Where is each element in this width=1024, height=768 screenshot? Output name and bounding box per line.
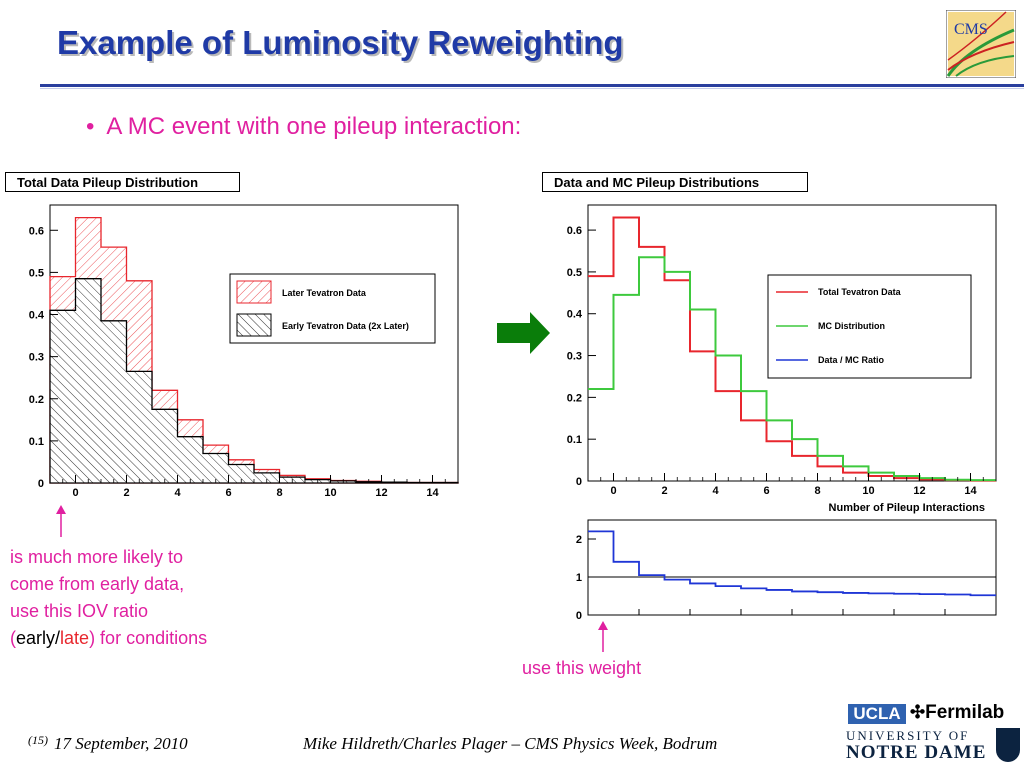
left-axes: 0 0.1 0.2 0.3 0.4 0.5 0.6 0 2 4 6 8 10 12 14 bbox=[29, 225, 459, 499]
left-annotation: is much more likely to come from early d… bbox=[10, 544, 207, 652]
right-top-chart: 0 0.1 0.2 0.3 0.4 0.5 0.6 0 2 4 6 8 10 12 14 Number of… bbox=[567, 204, 997, 514]
y-tick-label: 0.6 bbox=[29, 225, 44, 237]
right-panel-title: Data and MC Pileup Distributions bbox=[542, 172, 808, 192]
left-note-line-1: is much more likely to bbox=[10, 547, 184, 567]
x-tick-label: 0 bbox=[610, 485, 616, 497]
green-arrow-icon bbox=[497, 312, 550, 354]
ratio-step-line bbox=[588, 530, 996, 597]
up-arrow-icon-left bbox=[56, 505, 66, 537]
y-tick-label: 0.4 bbox=[29, 310, 45, 322]
x-tick-label: 12 bbox=[375, 487, 387, 499]
y-tick-label: 0 bbox=[576, 610, 582, 622]
footer-date: (15) 17 September, 2010 bbox=[28, 733, 188, 753]
x-tick-label: 14 bbox=[426, 487, 439, 499]
x-tick-label: 14 bbox=[964, 485, 977, 497]
y-tick-label: 0.1 bbox=[567, 434, 582, 446]
bullet-point: • A MC event with one pileup interaction… bbox=[86, 113, 521, 141]
y-tick-label: 0.5 bbox=[567, 267, 582, 279]
title-rule bbox=[40, 84, 1024, 87]
early-word: early bbox=[16, 628, 56, 648]
y-tick-label: 0.2 bbox=[567, 392, 582, 404]
x-tick-label: 10 bbox=[324, 487, 336, 499]
fermilab-icon: ✣ bbox=[910, 702, 926, 722]
cms-logo-text: CMS bbox=[954, 21, 988, 38]
y-tick-label: 0.5 bbox=[29, 267, 44, 279]
late-word: late bbox=[60, 628, 90, 648]
x-tick-label: 4 bbox=[174, 487, 181, 499]
right-bottom-frame bbox=[587, 519, 997, 616]
right-annotation: use this weight bbox=[522, 658, 642, 678]
right-x-axis-label: Number of Pileup Interactions bbox=[829, 502, 985, 514]
legend-swatch-early bbox=[236, 313, 272, 337]
bullet-text: A MC event with one pileup interaction: bbox=[106, 113, 522, 140]
y-tick-label: 0.2 bbox=[29, 394, 44, 406]
legend-label-data: Total Tevatron Data bbox=[818, 287, 902, 297]
left-note-line-3: use this IOV ratio bbox=[10, 601, 149, 621]
y-tick-label: 2 bbox=[576, 534, 582, 546]
right-top-axes: 0 0.1 0.2 0.3 0.4 0.5 0.6 0 2 4 6 8 10 12 14 bbox=[567, 225, 997, 497]
y-tick-label: 0.3 bbox=[567, 351, 582, 363]
left-legend: Later Tevatron Data Early Tevatron Data … bbox=[229, 273, 436, 344]
y-tick-label: 0.1 bbox=[29, 436, 44, 448]
x-tick-label: 8 bbox=[276, 487, 282, 499]
bullet-marker: • bbox=[86, 113, 95, 140]
notre-dame-logo: UNIVERSITY OF NOTRE DAME bbox=[846, 728, 1020, 764]
slide-title: Example of Luminosity Reweighting bbox=[57, 24, 624, 61]
legend-label-early: Early Tevatron Data (2x Later) bbox=[282, 321, 409, 331]
right-bottom-lines bbox=[588, 530, 996, 597]
notre-dame-shield-icon bbox=[996, 728, 1020, 762]
legend-label-ratio: Data / MC Ratio bbox=[818, 355, 885, 365]
left-chart: 0 0.1 0.2 0.3 0.4 0.5 0.6 0 2 4 6 8 10 12 14 Later Tev… bbox=[29, 204, 459, 499]
x-tick-label: 6 bbox=[225, 487, 231, 499]
x-tick-label: 8 bbox=[814, 485, 820, 497]
x-tick-label: 12 bbox=[913, 485, 925, 497]
y-tick-label: 0 bbox=[576, 476, 582, 488]
x-tick-label: 0 bbox=[72, 487, 78, 499]
cms-logo: CMS bbox=[945, 9, 1017, 79]
slide-number: (15) bbox=[28, 733, 48, 747]
right-bottom-chart: 0 1 2 bbox=[576, 519, 997, 622]
legend-label-later: Later Tevatron Data bbox=[282, 288, 367, 298]
y-tick-label: 0 bbox=[38, 478, 44, 490]
x-tick-label: 10 bbox=[862, 485, 874, 497]
right-bottom-axes: 0 1 2 bbox=[576, 534, 997, 622]
x-tick-label: 6 bbox=[763, 485, 769, 497]
y-tick-label: 0.4 bbox=[567, 309, 583, 321]
x-tick-label: 4 bbox=[712, 485, 719, 497]
y-tick-label: 0.6 bbox=[567, 225, 582, 237]
y-tick-label: 0.3 bbox=[29, 352, 44, 364]
x-tick-label: 2 bbox=[123, 487, 129, 499]
title-rule-thin bbox=[40, 88, 1024, 89]
ucla-logo: UCLA bbox=[848, 704, 906, 724]
left-note-line-2: come from early data, bbox=[10, 574, 185, 594]
fermilab-logo: ✣Fermilab bbox=[910, 702, 1005, 723]
right-legend: Total Tevatron Data MC Distribution Data… bbox=[767, 274, 972, 379]
footer-authors: Mike Hildreth/Charles Plager – CMS Physi… bbox=[303, 734, 718, 753]
legend-label-mc: MC Distribution bbox=[818, 321, 885, 331]
left-note-line-4: (early/late) for conditions bbox=[10, 628, 208, 648]
y-tick-label: 1 bbox=[576, 572, 582, 584]
x-tick-label: 2 bbox=[661, 485, 667, 497]
up-arrow-icon-right bbox=[598, 621, 608, 652]
left-panel-title: Total Data Pileup Distribution bbox=[5, 172, 240, 192]
legend-swatch-later bbox=[236, 280, 272, 304]
